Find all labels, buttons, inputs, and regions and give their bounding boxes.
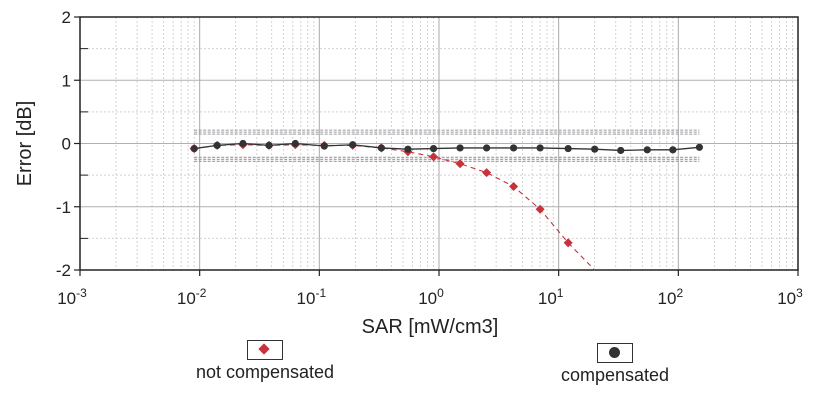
- point-compensated: [509, 144, 518, 152]
- uncertainty-band: [194, 129, 700, 162]
- point-compensated: [377, 144, 385, 152]
- point-compensated: [320, 142, 328, 150]
- legend-label-compensated: compensated: [560, 365, 670, 385]
- point-compensated: [456, 144, 464, 152]
- point-not-compensated: [535, 204, 545, 214]
- point-compensated: [536, 144, 544, 152]
- point-compensated: [239, 139, 247, 148]
- y-tick-label: -2: [56, 261, 71, 280]
- x-axis-title: SAR [mW/cm3]: [362, 316, 499, 338]
- y-axis-title: Error [dB]: [14, 101, 36, 187]
- point-compensated: [669, 146, 677, 154]
- point-not-compensated: [482, 168, 492, 178]
- y-tick-label: 0: [62, 135, 71, 154]
- point-compensated: [591, 145, 599, 153]
- x-tick-label: 102: [658, 286, 684, 308]
- x-tick-label: 101: [538, 286, 564, 308]
- x-tick-label: 100: [418, 286, 444, 308]
- point-compensated: [564, 144, 572, 153]
- x-tick-label: 103: [777, 286, 803, 308]
- legend-swatch-circle-icon: [597, 343, 633, 363]
- point-compensated: [483, 144, 491, 152]
- point-compensated: [265, 141, 273, 149]
- point-compensated: [429, 144, 438, 153]
- x-tick-label: 10-3: [57, 286, 87, 308]
- x-tick-label: 10-2: [177, 286, 207, 308]
- series-line-compensated: [194, 142, 700, 152]
- point-not-compensated: [509, 181, 519, 192]
- y-tick-label: 1: [62, 71, 71, 90]
- point-not-compensated: [428, 152, 439, 162]
- legend-swatch-diamond-icon: [247, 340, 283, 360]
- point-compensated: [695, 143, 704, 151]
- point-compensated: [213, 141, 221, 149]
- point-compensated: [643, 146, 651, 154]
- point-compensated: [404, 145, 412, 153]
- point-compensated: [190, 144, 198, 153]
- legend-label-not-compensated: not compensated: [195, 362, 335, 382]
- y-tick-label: 2: [62, 8, 71, 27]
- x-tick-label: 10-1: [297, 286, 327, 308]
- legend-not-compensated: not compensated: [165, 340, 365, 383]
- series-line-not-compensated: [194, 144, 596, 271]
- point-not-compensated: [455, 159, 465, 169]
- legend-compensated: compensated: [515, 343, 715, 386]
- point-compensated: [349, 141, 357, 149]
- point-compensated: [291, 139, 299, 148]
- point-compensated: [617, 146, 625, 155]
- series-layer: [189, 139, 704, 271]
- y-tick-label: -1: [56, 198, 71, 217]
